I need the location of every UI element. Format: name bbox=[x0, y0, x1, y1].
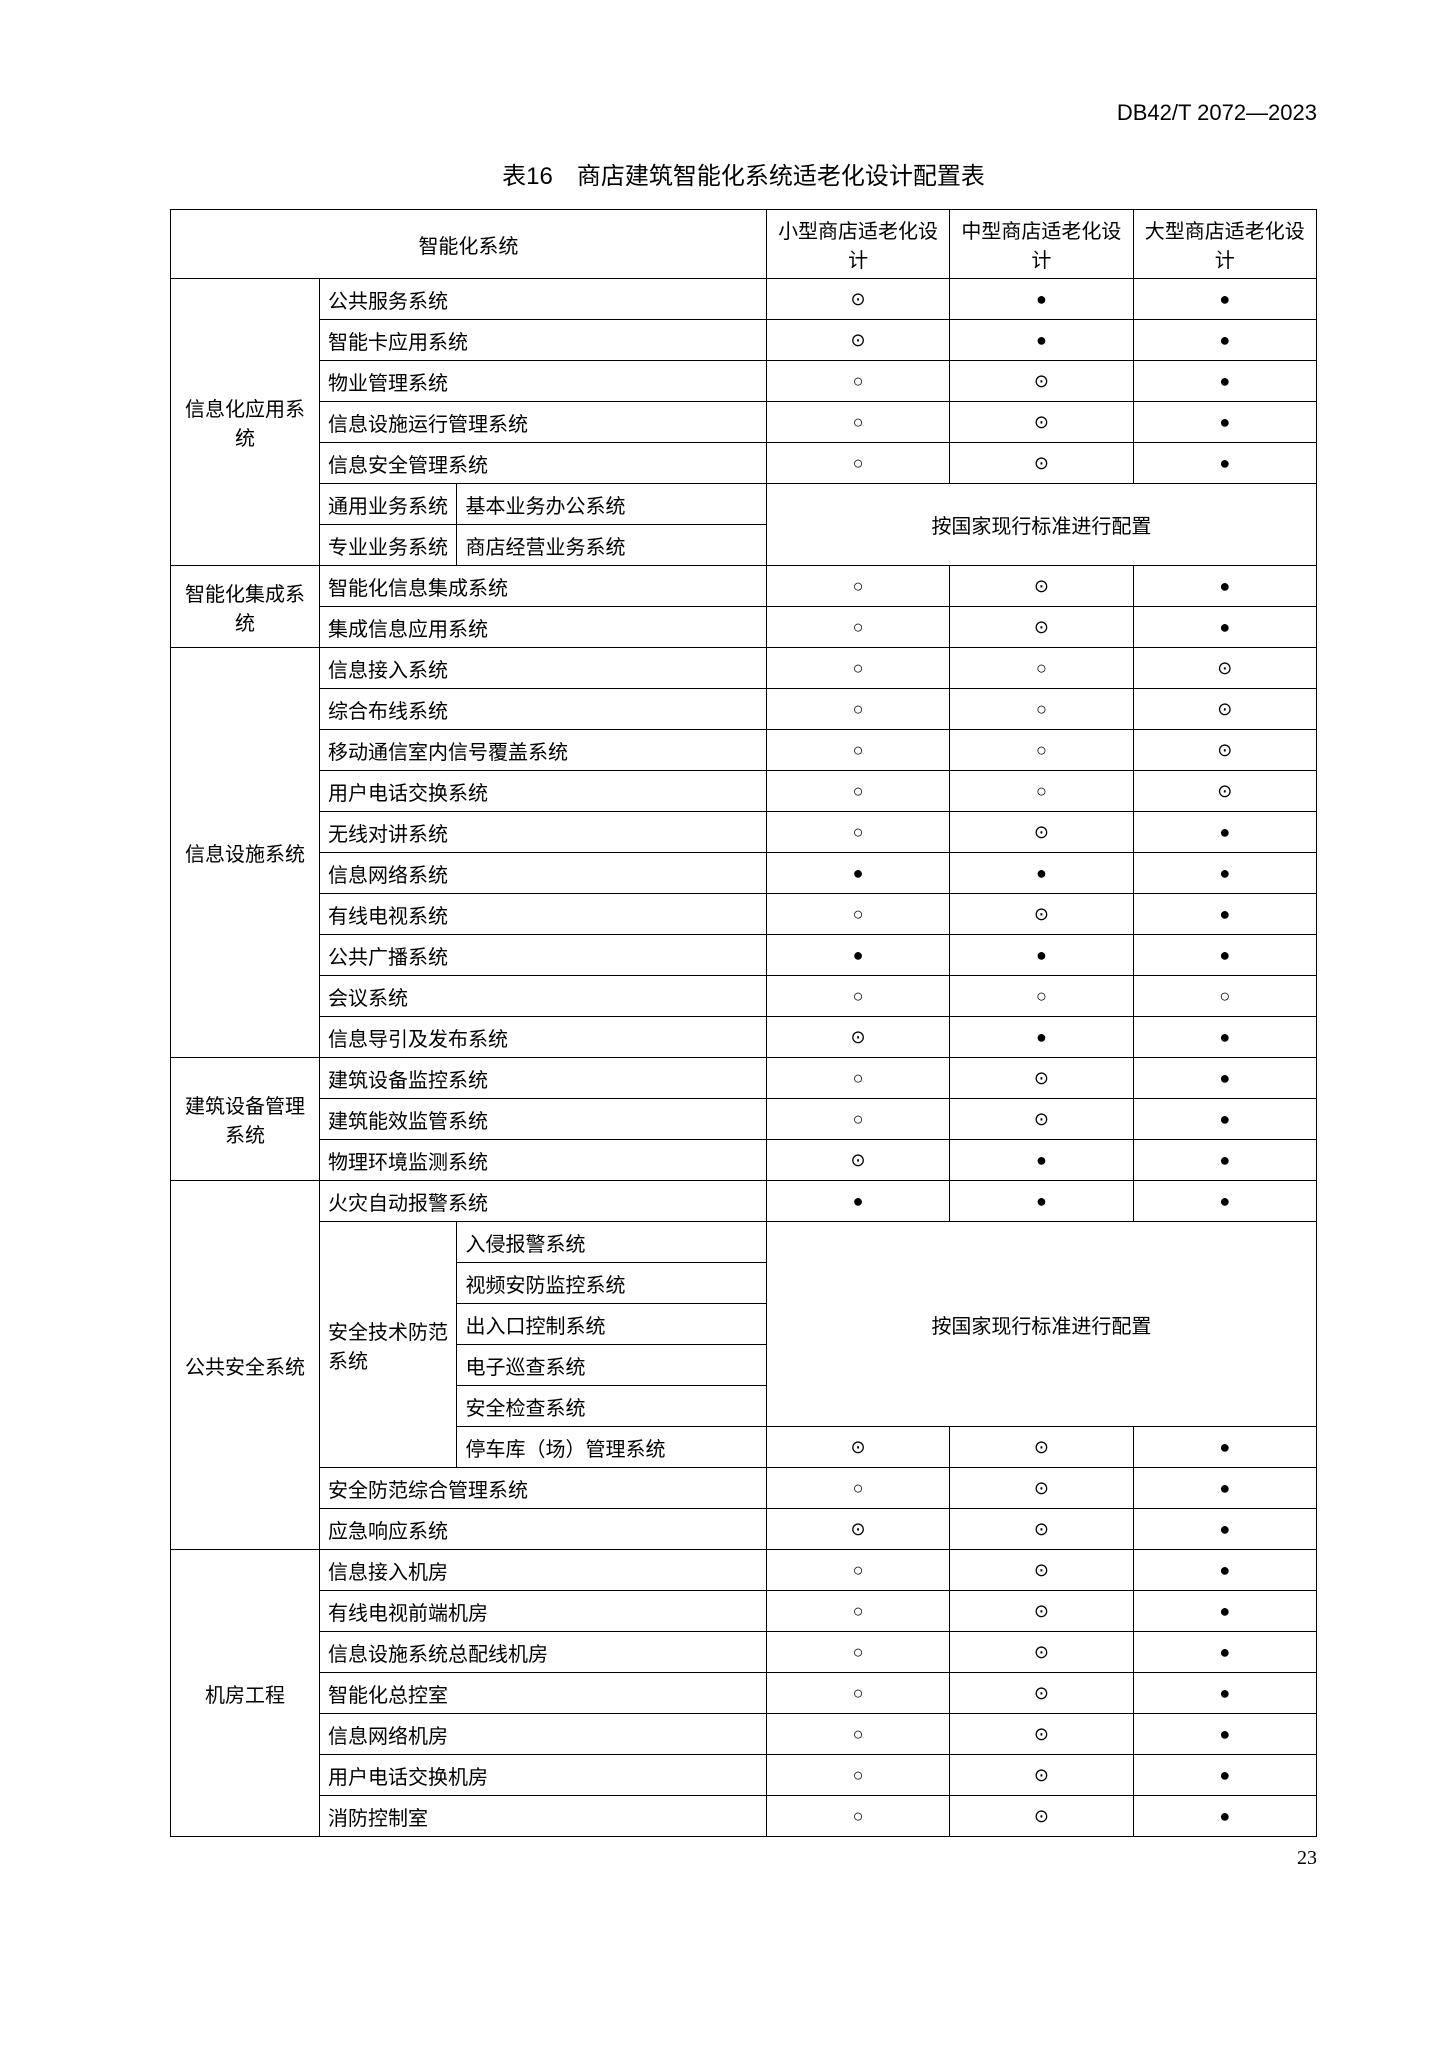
page-number: 23 bbox=[170, 1847, 1317, 1870]
config-table: 智能化系统小型商店适老化设计中型商店适老化设计大型商店适老化设计信息化应用系统公… bbox=[170, 209, 1317, 1837]
table-title: 表16 商店建筑智能化系统适老化设计配置表 bbox=[170, 156, 1317, 191]
document-code: DB42/T 2072—2023 bbox=[170, 100, 1317, 126]
